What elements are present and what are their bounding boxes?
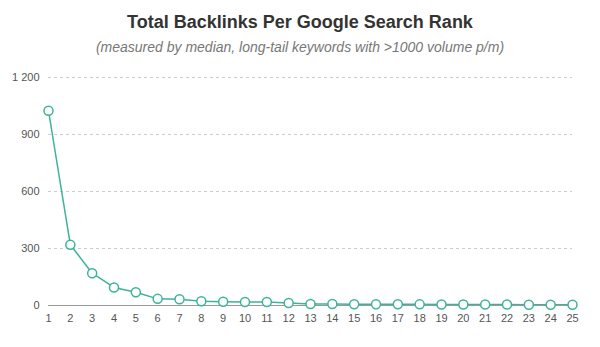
html-text:(measured by median, long-tail: (measured by median, long-tail keywords …	[95, 39, 505, 55]
svg-text:18: 18	[414, 312, 426, 324]
svg-text:8: 8	[198, 312, 204, 324]
svg-text:20: 20	[457, 312, 469, 324]
svg-text:2: 2	[67, 312, 73, 324]
svg-text:19: 19	[435, 312, 447, 324]
svg-text:1 200: 1 200	[12, 71, 40, 83]
html-text:Total Backlinks Per Google Sea: Total Backlinks Per Google Search Rank	[127, 12, 473, 32]
svg-text:17: 17	[392, 312, 404, 324]
svg-text:7: 7	[176, 312, 182, 324]
svg-text:900: 900	[21, 128, 39, 140]
svg-text:1: 1	[45, 312, 51, 324]
svg-text:12: 12	[283, 312, 295, 324]
svg-text:14: 14	[326, 312, 338, 324]
svg-text:9: 9	[220, 312, 226, 324]
svg-text:16: 16	[370, 312, 382, 324]
svg-text:22: 22	[501, 312, 513, 324]
svg-text:24: 24	[545, 312, 557, 324]
svg-text:11: 11	[261, 312, 272, 324]
svg-text:25: 25	[566, 312, 578, 324]
svg-text:10: 10	[239, 312, 251, 324]
svg-text:600: 600	[21, 185, 39, 197]
svg-text:300: 300	[21, 242, 39, 254]
svg-text:0: 0	[33, 299, 39, 311]
svg-text:23: 23	[523, 312, 535, 324]
svg-text:5: 5	[133, 312, 139, 324]
svg-text:4: 4	[111, 312, 117, 324]
svg-text:21: 21	[479, 312, 491, 324]
svg-text:6: 6	[155, 312, 161, 324]
svg-text:3: 3	[89, 312, 95, 324]
svg-text:13: 13	[304, 312, 316, 324]
svg-text:15: 15	[348, 312, 360, 324]
